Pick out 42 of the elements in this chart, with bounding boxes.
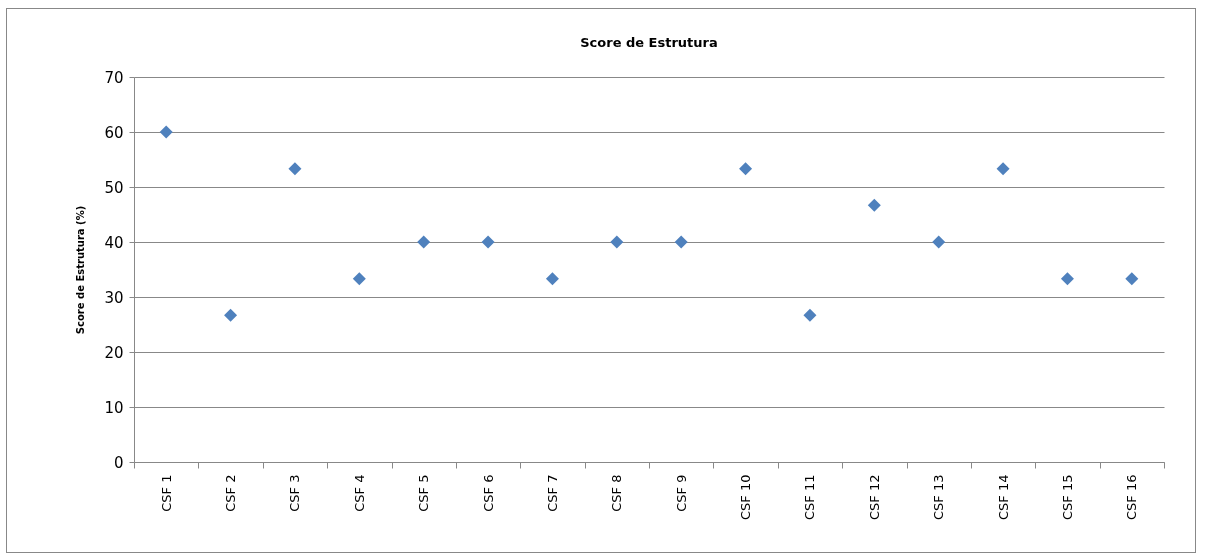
point <box>739 162 753 176</box>
y-tick-label: 40 <box>104 233 124 252</box>
x-tick-label: CSF 8 <box>609 474 625 512</box>
y-tick-label: 0 <box>113 453 124 472</box>
y-tick-label: 50 <box>104 178 124 197</box>
x-tick-label: CSF 15 <box>1059 474 1075 520</box>
y-tick-label: 70 <box>104 68 124 87</box>
x-tick-label: CSF 16 <box>1124 474 1140 520</box>
y-axis-title: Score de Estrutura (%) <box>75 205 87 335</box>
x-tick-label: CSF 11 <box>802 474 818 520</box>
x-tick-label: CSF 13 <box>931 474 947 520</box>
point <box>288 162 302 176</box>
x-tick-label: CSF 7 <box>544 474 560 512</box>
x-tick-label: CSF 5 <box>416 474 432 512</box>
point <box>867 198 881 212</box>
x-tick-label: CSF 14 <box>995 474 1011 520</box>
y-tick-label: 60 <box>104 123 124 142</box>
point <box>1125 272 1139 286</box>
point <box>996 162 1010 176</box>
x-tick-label: CSF 1 <box>158 474 174 512</box>
point <box>224 308 238 322</box>
point <box>610 235 624 249</box>
y-tick-label: 30 <box>104 288 124 307</box>
point <box>674 235 688 249</box>
point <box>417 235 431 249</box>
point <box>352 272 366 286</box>
x-tick-label: CSF 12 <box>866 474 882 520</box>
x-tick-label: CSF 10 <box>738 474 754 520</box>
x-tick-label: CSF 6 <box>480 474 496 512</box>
point <box>545 272 559 286</box>
x-tick-label: CSF 4 <box>351 474 367 512</box>
chart-title: Score de Estrutura <box>580 35 718 50</box>
x-tick-label: CSF 9 <box>673 474 689 512</box>
x-tick-label: CSF 3 <box>287 474 303 512</box>
point <box>159 125 173 139</box>
point <box>932 235 946 249</box>
x-tick-label: CSF 2 <box>223 474 239 512</box>
point <box>481 235 495 249</box>
y-tick-label: 20 <box>104 343 124 362</box>
point <box>1060 272 1074 286</box>
point <box>803 308 817 322</box>
y-tick-label: 10 <box>104 398 124 417</box>
